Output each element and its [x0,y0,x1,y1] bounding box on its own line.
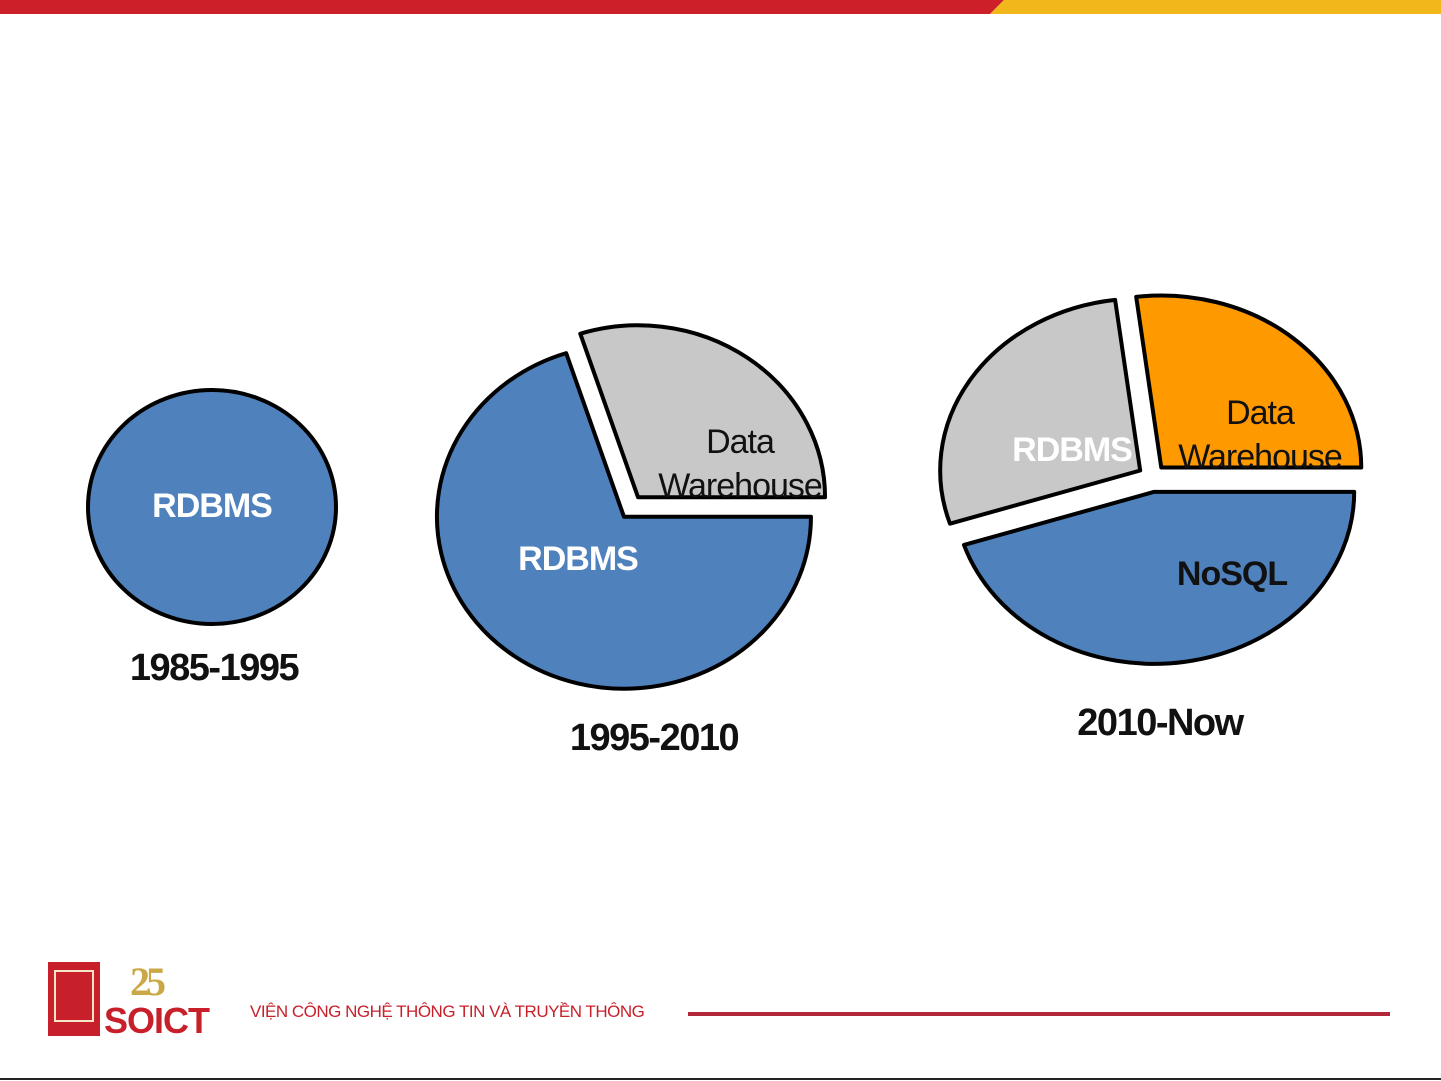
bottom-rule [0,1078,1441,1080]
slice-label-data-warehouse: Data Warehouse [658,423,822,505]
anniversary-number: 25 [130,959,166,1004]
top-accent-bar [0,0,1441,14]
institute-name: VIỆN CÔNG NGHỆ THÔNG TIN VÀ TRUYỀN THÔNG [250,1002,645,1021]
footer: 25 SOICT VIỆN CÔNG NGHỆ THÔNG TIN VÀ TRU… [0,950,1441,1081]
period-label: 1985-1995 [130,647,300,689]
pie-chart-2010-Now: RDBMS Data Warehouse NoSQL 2010-Now [938,293,1364,744]
period-label: 1995-2010 [570,717,739,759]
slice-label-data-warehouse: Data Warehouse [1178,394,1342,476]
slice-label-rdbms: RDBMS [152,487,272,525]
slice-label-nosql: NoSQL [1177,555,1287,593]
soict-logo-text: SOICT [104,1000,210,1041]
pie-slice-rdbms [86,388,338,626]
pie-chart-1985-1995: RDBMS 1985-1995 [86,388,338,689]
pie-chart-1995-2010: RDBMS Data Warehouse 1995-2010 [434,323,828,759]
period-label: 2010-Now [1077,702,1244,744]
pie-slice-rdbms [961,489,1357,666]
pie-slice-rdbms [434,351,813,691]
pie-slice-data-warehouse [578,323,828,500]
pie-slice-data-warehouse [938,297,1143,526]
slice-label-rdbms: RDBMS [1012,431,1132,469]
footer-divider [688,1012,1390,1016]
pie-slice-nosql [1134,293,1364,470]
university-logo [48,962,100,1036]
slice-label-rdbms: RDBMS [518,540,638,578]
